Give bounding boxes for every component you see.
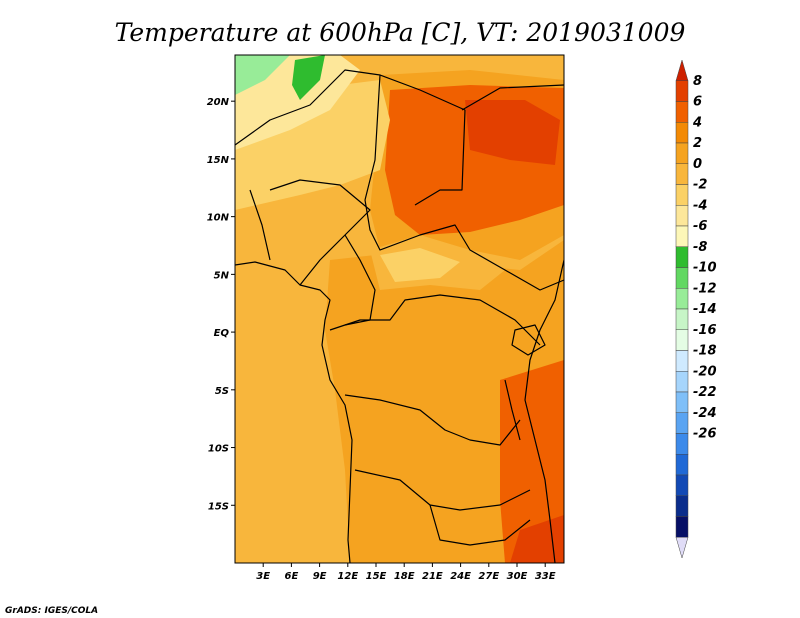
lon-tick-label: 15E [366, 571, 387, 582]
colorbar-swatch [675, 329, 689, 351]
colorbar-label: -16 [693, 323, 717, 338]
country-borders [235, 69, 564, 563]
colorbar-swatch [675, 454, 689, 476]
colorbar-label: -6 [693, 219, 707, 234]
colorbar-swatch [675, 163, 689, 185]
colorbar-swatch [675, 433, 689, 455]
libya-chad-border [379, 74, 466, 206]
lat-tick-label: 10N [207, 213, 230, 224]
colorbar-swatch [675, 246, 689, 268]
colorbar-swatch [675, 288, 689, 310]
colorbar-swatch [675, 267, 689, 289]
lon-tick-label: 24E [450, 571, 471, 582]
hot-core [465, 100, 560, 165]
nigeria-border [269, 179, 371, 286]
zambia-border [429, 504, 531, 546]
lake-tanganyika [504, 379, 521, 441]
east-africa-coastline [524, 259, 564, 563]
colorbar-label: -12 [693, 281, 717, 296]
colorbar-label: 2 [693, 136, 702, 151]
colorbar-label: -4 [693, 198, 707, 213]
colorbar-swatch [675, 142, 689, 164]
lon-tick-label: 30E [507, 571, 528, 582]
lat-tick-label: 15N [207, 155, 230, 166]
lat-tick-label: 5N [214, 270, 230, 281]
congo-border [329, 294, 541, 346]
colorbar-swatch [675, 205, 689, 227]
drc-border [344, 394, 521, 446]
longitude-ticks: 3E 6E 9E 12E 15E 18E 21E 24E 27E 30E 33E [256, 563, 556, 582]
colorbar-swatch [675, 371, 689, 393]
colorbar-swatch [675, 122, 689, 144]
colorbar-label: -14 [693, 302, 717, 317]
colorbar-label: 6 [693, 95, 702, 110]
colorbar-label: 4 [692, 115, 702, 130]
colorbar-swatch [675, 350, 689, 372]
north-border [235, 69, 381, 201]
colorbar-swatch [675, 537, 689, 559]
lon-tick-label: 18E [394, 571, 415, 582]
colorbar-swatch [675, 101, 689, 123]
lon-tick-label: 6E [285, 571, 299, 582]
angola-border [354, 469, 531, 511]
colorbar-label: 0 [693, 157, 702, 172]
lat-tick-label: 5S [215, 386, 229, 397]
colorbar-label: 8 [693, 74, 702, 89]
colorbar-swatch [675, 391, 689, 413]
colorbar-swatch [675, 308, 689, 330]
west-africa-coastline [235, 261, 353, 563]
green-patch [292, 55, 325, 100]
grads-credit: GrADS: IGES/COLA [5, 606, 98, 616]
cameroon-border [344, 234, 376, 326]
lon-tick-label: 33E [535, 571, 556, 582]
colorbar-swatch [675, 59, 689, 81]
colorbar-label: -24 [693, 406, 717, 421]
chad-car-border [364, 199, 564, 291]
lon-tick-label: 9E [313, 571, 327, 582]
sahel-pale-streak [380, 248, 460, 282]
colorbar-label: -8 [693, 240, 707, 255]
light-green-patch [235, 55, 290, 95]
lat-tick-label: 15S [208, 501, 229, 512]
colorbar-swatch [675, 80, 689, 102]
lon-tick-label: 3E [256, 571, 270, 582]
lat-tick-label: 10S [208, 444, 229, 455]
colorbar-label: -26 [693, 427, 717, 442]
colorbar-label: -18 [693, 344, 717, 359]
colorbar-label: -10 [693, 261, 717, 276]
colorbar-label: -2 [693, 178, 707, 193]
chad-sudan-border [461, 84, 564, 111]
map-title: Temperature at 600hPa [C], VT: 201903100… [115, 18, 686, 47]
map-frame [234, 54, 565, 564]
colorbar-swatch [675, 225, 689, 247]
lon-tick-label: 27E [478, 571, 499, 582]
lake-victoria [511, 324, 546, 356]
lon-tick-label: 12E [337, 571, 358, 582]
lon-tick-label: 21E [422, 571, 443, 582]
lat-tick-label: 20N [207, 97, 230, 108]
ghana-border [249, 189, 271, 261]
colorbar-swatch [675, 516, 689, 538]
latitude-ticks: 20N 15N 10N 5N EQ 5S 10S 15S [207, 97, 235, 512]
colorbar-swatch [675, 495, 689, 517]
colorbar-label: -22 [693, 385, 717, 400]
south-warm-area [500, 360, 564, 563]
colorbar-label: -20 [693, 364, 717, 379]
temperature-field [235, 55, 564, 563]
colorbar-swatch [675, 474, 689, 496]
colorbar-swatch [675, 412, 689, 434]
colorbar: 8 6 4 2 0 -2 -4 -6 -8 -10 -12 -14 -16 -18 -20 -22 -24 -26 [675, 59, 717, 559]
colorbar-swatch [675, 184, 689, 206]
lat-tick-label: EQ [214, 328, 230, 339]
